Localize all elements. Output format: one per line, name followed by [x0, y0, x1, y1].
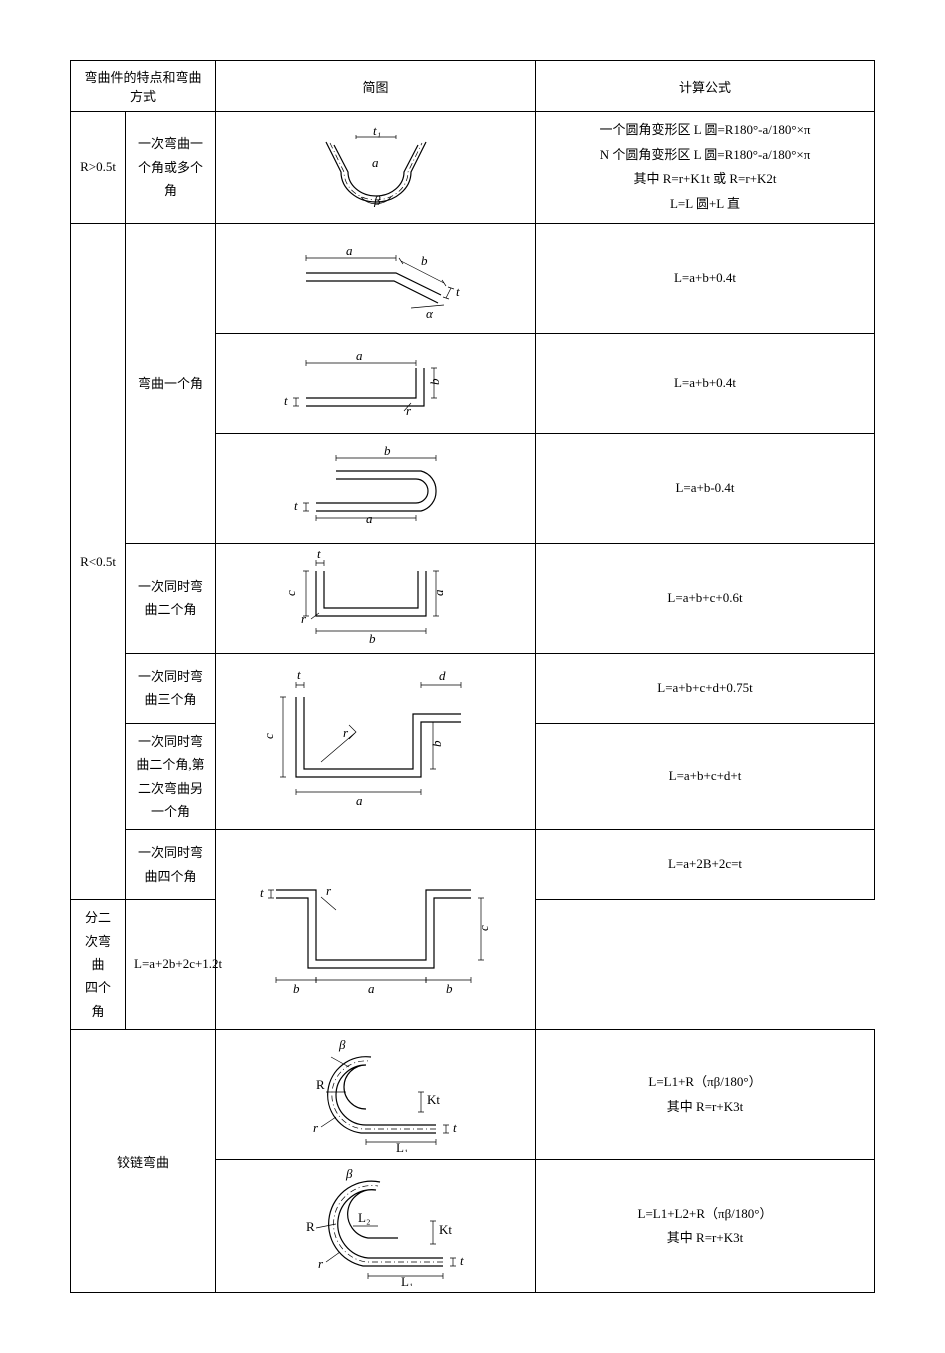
formula-r2c: L=a+b-0.4t [536, 433, 875, 543]
method-r3: 一次同时弯 曲二个角 [126, 543, 216, 653]
diagram-r6b: β R r L₂ L₁ t Kt [216, 1160, 536, 1293]
svg-text:a: a [366, 511, 373, 526]
formula-r6a: L=L1+R（πβ/180°） 其中 R=r+K3t [536, 1030, 875, 1160]
header-col1: 弯曲件的特点和弯曲方式 [71, 61, 216, 112]
formula-r4a: L=a+b+c+d+0.75t [536, 653, 875, 723]
method-r1: 一次弯曲一 个角或多个 角 [126, 112, 216, 224]
svg-text:t: t [453, 1120, 457, 1135]
row-r2a: R<0.5t 弯曲一个角 a b t α L=a+b+0.4t [71, 223, 875, 333]
svg-text:c: c [283, 590, 298, 596]
svg-text:d: d [439, 668, 446, 683]
u-bend-icon: t₁ a β [286, 127, 466, 207]
method-r4a: 一次同时弯 曲三个角 [126, 653, 216, 723]
svg-text:β: β [338, 1037, 346, 1052]
angle-bend-1-icon: a b t α [276, 233, 476, 323]
svg-text:t: t [317, 551, 321, 561]
svg-text:a: a [372, 155, 379, 170]
svg-text:t: t [297, 667, 301, 682]
svg-text:r: r [318, 1256, 324, 1271]
u-channel-icon: t c a b r [271, 551, 481, 646]
header-row: 弯曲件的特点和弯曲方式 简图 计算公式 [71, 61, 875, 112]
bending-formula-table: 弯曲件的特点和弯曲方式 简图 计算公式 R>0.5t 一次弯曲一 个角或多个 角… [70, 60, 875, 1293]
row-r5a: 一次同时弯 曲四个角 t r b a b c L=a+2B+2c=t [71, 830, 875, 900]
svg-text:β: β [373, 193, 381, 207]
formula-r6b: L=L1+L2+R（πβ/180°） 其中 R=r+K3t [536, 1160, 875, 1293]
svg-text:b: b [446, 981, 453, 996]
svg-text:a: a [356, 348, 363, 363]
svg-text:b: b [384, 443, 391, 458]
svg-text:R: R [316, 1077, 325, 1092]
row-r6a: 铰链弯曲 β R r L₁ t Kt L=L1+R（πβ/180°） 其中 R=… [71, 1030, 875, 1160]
method-r4b: 一次同时弯 曲二个角,第 二次弯曲另 一个角 [126, 723, 216, 830]
row-r4a: 一次同时弯 曲三个角 t c a b d r L=a+b+c+d+0.75t [71, 653, 875, 723]
svg-text:b: b [427, 378, 442, 385]
header-col3: 计算公式 [536, 61, 875, 112]
hinge-curl-1-icon: β R r L₁ t Kt [271, 1037, 481, 1152]
svg-text:a: a [356, 793, 363, 808]
svg-text:r: r [313, 1120, 319, 1135]
svg-text:b: b [429, 740, 444, 747]
hat-bend-icon: t r b a b c [256, 855, 496, 1005]
svg-text:L₂: L₂ [358, 1210, 370, 1225]
svg-text:r: r [326, 883, 332, 898]
svg-text:t: t [294, 498, 298, 513]
hinge-curl-2-icon: β R r L₂ L₁ t Kt [268, 1166, 483, 1286]
diagram-r4: t c a b d r [216, 653, 536, 830]
cond-r2: R<0.5t [71, 223, 126, 900]
svg-text:c: c [476, 925, 491, 931]
svg-text:b: b [369, 631, 376, 646]
u-fold-icon: b t a [276, 443, 476, 533]
l-bend-icon: a b t r [276, 343, 476, 423]
diagram-r2a: a b t α [216, 223, 536, 333]
diagram-r5: t r b a b c [216, 830, 536, 1030]
method-r6: 铰链弯曲 [71, 1030, 216, 1293]
svg-text:t: t [456, 284, 460, 299]
svg-text:c: c [261, 733, 276, 739]
row-r1: R>0.5t 一次弯曲一 个角或多个 角 t₁ a β 一个圆角变形区 L 圆=… [71, 112, 875, 224]
formula-r1: 一个圆角变形区 L 圆=R180°-a/180°×π N 个圆角变形区 L 圆=… [536, 112, 875, 224]
svg-text:t₁: t₁ [373, 127, 381, 138]
svg-text:α: α [426, 306, 434, 321]
header-col2: 简图 [216, 61, 536, 112]
diagram-r1: t₁ a β [216, 112, 536, 224]
svg-text:L₁: L₁ [401, 1274, 413, 1286]
method-r5b: 分二次弯曲 四个角 [71, 900, 126, 1030]
formula-r2b: L=a+b+0.4t [536, 333, 875, 433]
diagram-r6a: β R r L₁ t Kt [216, 1030, 536, 1160]
formula-r2a: L=a+b+0.4t [536, 223, 875, 333]
svg-text:b: b [421, 253, 428, 268]
formula-r5b: L=a+2b+2c+1.2t [126, 900, 216, 1030]
diagram-r2b: a b t r [216, 333, 536, 433]
diagram-r3: t c a b r [216, 543, 536, 653]
method-r2a: 弯曲一个角 [126, 223, 216, 543]
method-r5a: 一次同时弯 曲四个角 [126, 830, 216, 900]
svg-text:t: t [460, 1253, 464, 1268]
svg-text:R: R [306, 1219, 315, 1234]
formula-r3: L=a+b+c+0.6t [536, 543, 875, 653]
svg-text:a: a [346, 243, 353, 258]
svg-text:a: a [431, 589, 446, 596]
svg-text:β: β [345, 1166, 353, 1181]
z-u-bend-icon: t c a b d r [261, 667, 491, 817]
cond-r1: R>0.5t [71, 112, 126, 224]
svg-text:t: t [260, 885, 264, 900]
svg-text:Kt: Kt [427, 1092, 440, 1107]
formula-r5a: L=a+2B+2c=t [536, 830, 875, 900]
diagram-r2c: b t a [216, 433, 536, 543]
svg-text:Kt: Kt [439, 1222, 452, 1237]
svg-text:a: a [368, 981, 375, 996]
formula-r4b: L=a+b+c+d+t [536, 723, 875, 830]
svg-text:b: b [293, 981, 300, 996]
row-r3: 一次同时弯 曲二个角 t c a b r L=a+b+c+0.6t [71, 543, 875, 653]
svg-text:L₁: L₁ [396, 1140, 408, 1152]
svg-text:t: t [284, 393, 288, 408]
svg-text:r: r [343, 725, 349, 740]
